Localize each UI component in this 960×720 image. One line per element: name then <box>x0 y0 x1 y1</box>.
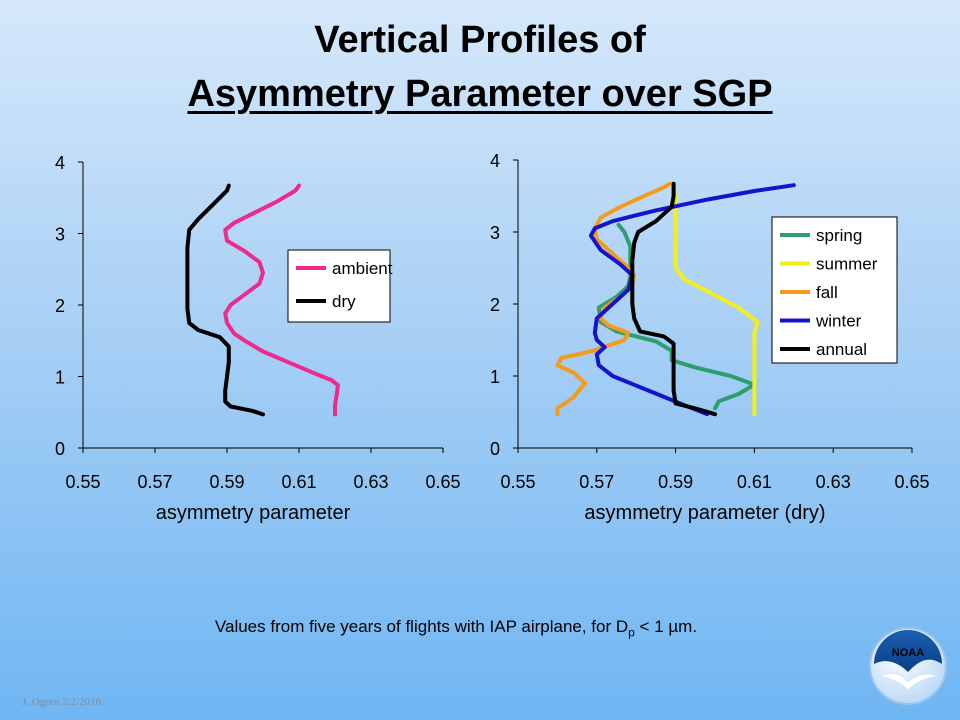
x-tick-label: 0.57 <box>137 472 172 492</box>
caption-text: Values from five years of flights with I… <box>214 617 629 636</box>
y-tick-label: 3 <box>490 223 500 243</box>
series-line-ambient <box>223 183 340 417</box>
slide-title-line-2: Asymmetry Parameter over SGP <box>0 72 960 116</box>
chart-panel-2: 0.55 0.57 0.59 0.61 0.63 0.65 0 1 2 3 4 asymmetry p… <box>490 151 930 524</box>
x-tick-label: 0.59 <box>658 472 693 492</box>
legend-label-spring: spring <box>816 226 862 245</box>
series-line-winter <box>588 183 796 417</box>
legend-label-summer: summer <box>816 255 878 274</box>
y-tick-label: 2 <box>55 296 65 316</box>
y-tick-label: 1 <box>490 367 500 387</box>
legend: ambient dry <box>287 249 393 323</box>
caption-subscript: p <box>628 625 635 640</box>
series-line-fall <box>555 181 672 417</box>
legend: spring summer fall winter annual <box>771 216 898 364</box>
x-axis-label: asymmetry parameter (dry) <box>584 502 825 524</box>
chart-panel-1: 0.55 0.57 0.59 0.61 0.63 0.65 0 1 2 3 4 asymmetry p… <box>55 153 461 524</box>
legend-label-winter: winter <box>815 312 862 331</box>
series-line-summer <box>671 182 760 417</box>
y-tick-label: 2 <box>490 295 500 315</box>
x-tick-label: 0.59 <box>209 472 244 492</box>
x-tick-label: 0.55 <box>500 472 535 492</box>
noaa-bird-logo-icon: NOAA <box>869 627 947 705</box>
slide-title-line-1: Vertical Profiles of <box>314 19 646 61</box>
x-tick-label: 0.65 <box>894 472 929 492</box>
logo-text: NOAA <box>892 647 924 659</box>
x-tick-label: 0.55 <box>65 472 100 492</box>
legend-label-dry: dry <box>332 292 356 311</box>
legend-box <box>287 249 391 323</box>
legend-label-fall: fall <box>816 283 838 302</box>
x-tick-label: 0.63 <box>353 472 388 492</box>
x-tick-label: 0.61 <box>281 472 316 492</box>
legend-label-annual: annual <box>816 340 867 359</box>
y-tick-label: 4 <box>55 153 65 173</box>
x-tick-label: 0.65 <box>425 472 460 492</box>
y-tick-label: 4 <box>490 151 500 171</box>
x-tick-label: 0.61 <box>737 472 772 492</box>
x-tick-label: 0.63 <box>816 472 851 492</box>
x-tick-label: 0.57 <box>579 472 614 492</box>
caption: Values from five years of flights with I… <box>0 617 912 639</box>
series-line-annual <box>630 181 717 417</box>
caption-text-end: < 1 µm. <box>634 617 698 636</box>
series-line-dry <box>185 183 265 417</box>
y-tick-label: 0 <box>490 439 500 459</box>
footer-credit: J. Ogren 2/2/2016 <box>22 696 102 708</box>
legend-label-ambient: ambient <box>332 259 393 278</box>
y-tick-label: 0 <box>55 439 65 459</box>
slide-title-line-2-text: Asymmetry Parameter over SGP <box>187 73 773 115</box>
y-tick-label: 3 <box>55 225 65 245</box>
x-axis-label: asymmetry parameter <box>156 502 351 524</box>
y-tick-label: 1 <box>55 368 65 388</box>
